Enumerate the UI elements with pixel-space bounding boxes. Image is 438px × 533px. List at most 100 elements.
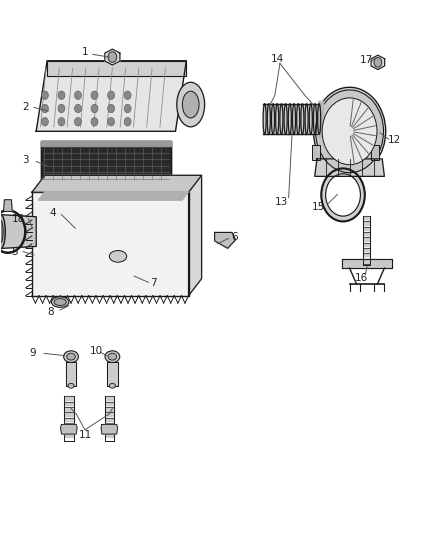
Circle shape [74, 91, 81, 100]
Polygon shape [105, 428, 114, 432]
Ellipse shape [67, 353, 75, 360]
Polygon shape [107, 362, 117, 386]
Polygon shape [32, 192, 188, 296]
Polygon shape [371, 55, 385, 69]
Circle shape [374, 58, 382, 67]
Polygon shape [60, 424, 77, 434]
Circle shape [74, 117, 81, 126]
Text: 12: 12 [387, 135, 401, 146]
Text: 11: 11 [78, 430, 92, 440]
Polygon shape [364, 237, 371, 240]
Circle shape [42, 104, 48, 113]
Bar [312, 144, 320, 160]
Polygon shape [342, 259, 392, 268]
Polygon shape [315, 159, 385, 176]
Text: 17: 17 [360, 55, 373, 64]
Polygon shape [321, 168, 365, 221]
Circle shape [314, 87, 386, 175]
Text: 10: 10 [90, 346, 103, 357]
Polygon shape [262, 104, 321, 134]
Polygon shape [64, 413, 74, 416]
Circle shape [124, 104, 131, 113]
Circle shape [42, 117, 48, 126]
Polygon shape [364, 264, 371, 267]
Text: 6: 6 [231, 232, 237, 242]
Polygon shape [64, 423, 74, 426]
Polygon shape [64, 428, 74, 432]
Ellipse shape [0, 214, 5, 249]
Polygon shape [105, 433, 114, 437]
Ellipse shape [177, 82, 205, 127]
Polygon shape [364, 227, 371, 230]
Ellipse shape [182, 91, 199, 118]
Circle shape [124, 117, 131, 126]
Polygon shape [188, 175, 201, 296]
Polygon shape [0, 215, 36, 248]
Polygon shape [64, 402, 74, 406]
Polygon shape [36, 61, 186, 131]
Circle shape [42, 91, 48, 100]
Polygon shape [66, 362, 76, 386]
Polygon shape [105, 49, 120, 65]
Ellipse shape [54, 298, 66, 305]
Polygon shape [364, 253, 371, 256]
Circle shape [108, 117, 115, 126]
Polygon shape [105, 407, 114, 411]
Polygon shape [215, 232, 236, 248]
Polygon shape [105, 418, 114, 421]
Ellipse shape [108, 353, 117, 360]
Polygon shape [318, 101, 323, 137]
Polygon shape [105, 413, 114, 416]
Polygon shape [39, 192, 188, 200]
Ellipse shape [51, 297, 69, 308]
Ellipse shape [110, 383, 116, 388]
Ellipse shape [105, 351, 120, 362]
Circle shape [91, 117, 98, 126]
Text: 1: 1 [81, 47, 88, 56]
Polygon shape [364, 232, 371, 235]
Ellipse shape [64, 351, 78, 362]
Circle shape [91, 104, 98, 113]
Polygon shape [101, 424, 117, 434]
Circle shape [58, 117, 65, 126]
Circle shape [74, 104, 81, 113]
Text: 9: 9 [29, 348, 36, 358]
Polygon shape [64, 407, 74, 411]
Polygon shape [4, 200, 12, 212]
Polygon shape [364, 243, 371, 246]
Circle shape [108, 104, 115, 113]
Circle shape [322, 98, 377, 165]
Circle shape [108, 52, 117, 62]
Ellipse shape [0, 221, 3, 243]
Text: 15: 15 [311, 202, 325, 212]
Polygon shape [32, 175, 201, 192]
Polygon shape [41, 141, 171, 146]
Polygon shape [41, 141, 171, 184]
Polygon shape [64, 397, 74, 400]
Text: 16: 16 [355, 273, 368, 283]
Circle shape [124, 91, 131, 100]
Polygon shape [105, 423, 114, 426]
Polygon shape [64, 433, 74, 437]
Ellipse shape [110, 251, 127, 262]
Ellipse shape [68, 383, 74, 388]
Text: 5: 5 [11, 247, 18, 257]
Polygon shape [41, 179, 171, 184]
Polygon shape [364, 248, 371, 251]
Circle shape [91, 91, 98, 100]
Polygon shape [364, 216, 371, 219]
Circle shape [58, 104, 65, 113]
Polygon shape [364, 221, 371, 224]
Text: 18: 18 [12, 214, 25, 224]
Text: 7: 7 [150, 278, 157, 288]
Circle shape [316, 90, 384, 173]
Polygon shape [47, 61, 186, 76]
Circle shape [58, 91, 65, 100]
Text: 13: 13 [275, 197, 288, 207]
Text: 2: 2 [22, 102, 28, 112]
Bar [371, 144, 379, 160]
Text: 8: 8 [47, 306, 53, 317]
Text: 3: 3 [22, 156, 28, 165]
Polygon shape [105, 397, 114, 400]
Polygon shape [105, 402, 114, 406]
